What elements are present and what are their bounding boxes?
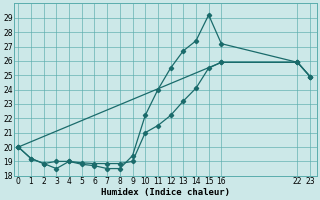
- X-axis label: Humidex (Indice chaleur): Humidex (Indice chaleur): [101, 188, 230, 197]
